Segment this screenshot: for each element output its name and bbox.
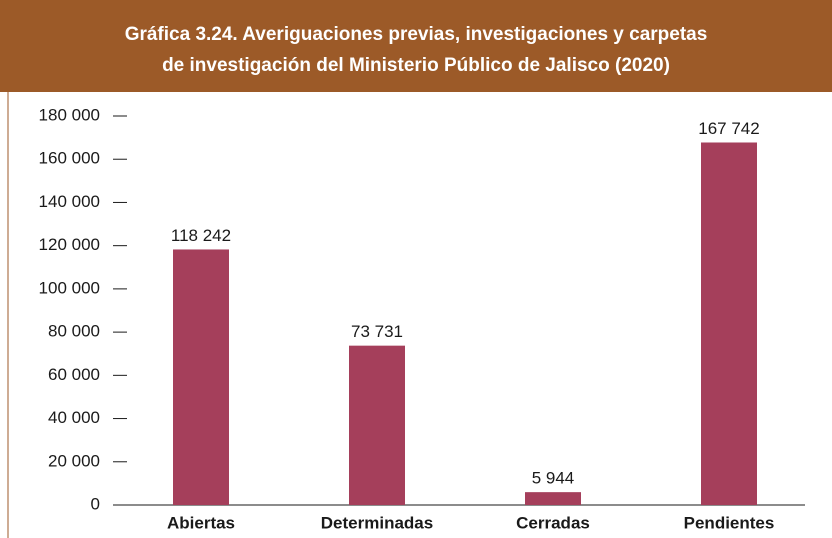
value-label: 167 742 xyxy=(698,119,759,138)
header-band xyxy=(0,0,832,92)
y-tick-label: 0 xyxy=(91,494,100,513)
y-tick-label: 100 000 xyxy=(39,278,100,297)
value-label: 118 242 xyxy=(171,226,231,245)
y-tick-label: 140 000 xyxy=(39,192,100,211)
value-label: 5 944 xyxy=(532,469,575,488)
bar xyxy=(349,345,405,505)
chart-title: de investigación del Ministerio Público … xyxy=(162,55,670,76)
y-tick-label: 60 000 xyxy=(48,365,100,384)
chart-title: Gráfica 3.24. Averiguaciones previas, in… xyxy=(125,24,708,45)
y-tick-label: 20 000 xyxy=(48,451,100,470)
bar xyxy=(701,142,757,505)
x-tick-label: Cerradas xyxy=(516,513,590,532)
value-label: 73 731 xyxy=(351,322,403,341)
y-tick-label: 160 000 xyxy=(39,149,100,168)
x-tick-label: Abiertas xyxy=(167,513,235,532)
bar xyxy=(173,249,229,505)
y-tick-label: 180 000 xyxy=(39,105,100,124)
x-tick-label: Determinadas xyxy=(321,513,433,532)
x-tick-label: Pendientes xyxy=(684,513,775,532)
bar xyxy=(525,492,581,505)
y-tick-label: 40 000 xyxy=(48,408,100,427)
y-tick-label: 80 000 xyxy=(48,322,100,341)
y-tick-label: 120 000 xyxy=(39,235,100,254)
